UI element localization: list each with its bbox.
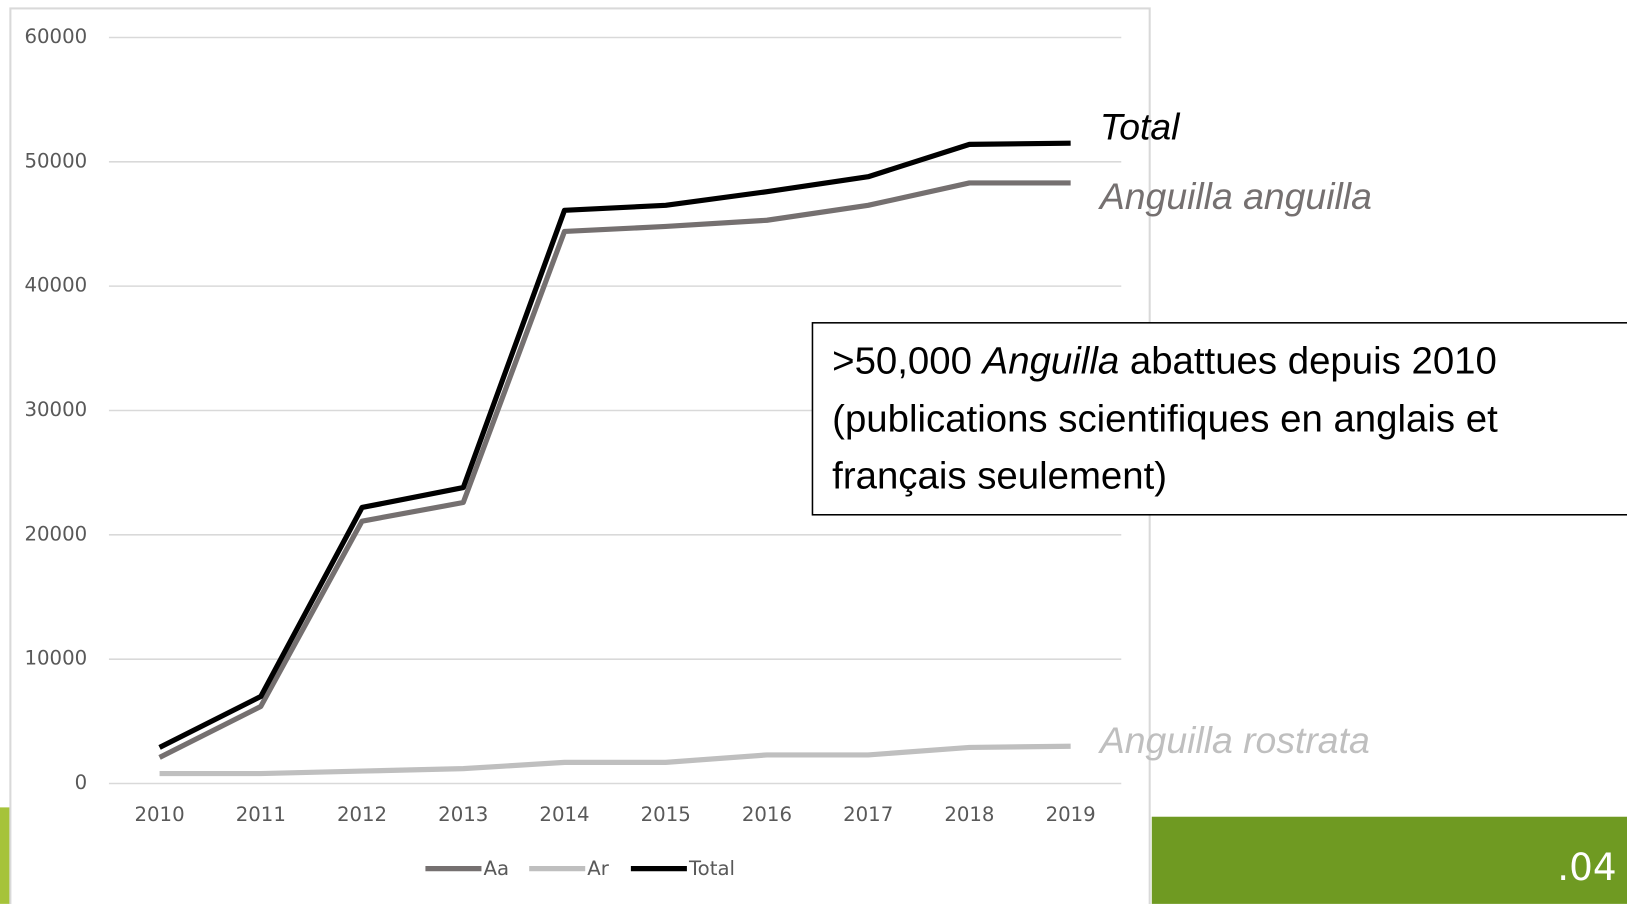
y-tick-label: 50000 xyxy=(24,149,87,172)
callout-text: >50,000 xyxy=(832,339,972,382)
x-tick-label: 2013 xyxy=(438,803,488,826)
y-tick-label: 20000 xyxy=(24,522,87,545)
plot: 0 10000 20000 30000 40000 50000 60000 2010 2011 2… xyxy=(24,25,1122,880)
legend-label: Total xyxy=(688,857,735,880)
y-tick-label: 60000 xyxy=(24,25,87,48)
callout-text: (publications scientifiques en anglais e… xyxy=(832,398,1498,441)
footer-bar xyxy=(1151,816,1627,904)
y-tick-label: 0 xyxy=(75,771,88,794)
annotation: Total xyxy=(1100,106,1181,148)
x-tick-label: 2014 xyxy=(539,803,589,826)
y-tick-label: 40000 xyxy=(24,274,87,297)
y-tick-label: 10000 xyxy=(24,647,87,670)
x-tick-label: 2012 xyxy=(337,803,387,826)
annotation: Anguilla rostrata xyxy=(1098,719,1370,761)
legend-label: Aa xyxy=(484,857,510,880)
y-tick-label: 30000 xyxy=(24,398,87,421)
x-tick-label: 2019 xyxy=(1046,803,1096,826)
callout-text: Anguilla xyxy=(981,339,1120,382)
series-line xyxy=(158,140,1071,750)
x-tick-label: 2016 xyxy=(742,803,792,826)
x-tick-label: 2018 xyxy=(944,803,994,826)
legend-label: Ar xyxy=(587,857,609,880)
callout-text: français seulement) xyxy=(832,455,1167,498)
series-line xyxy=(158,180,1071,760)
callout-box xyxy=(811,322,1627,516)
annotation: Anguilla anguilla xyxy=(1098,175,1372,217)
x-tick-label: 2015 xyxy=(641,803,691,826)
slide-number: .04 xyxy=(1557,845,1616,889)
x-tick-label: 2011 xyxy=(236,803,286,826)
callout-text: abattues depuis 2010 xyxy=(1130,339,1497,382)
series-line xyxy=(159,743,1071,777)
x-tick-label: 2017 xyxy=(843,803,893,826)
x-tick-label: 2010 xyxy=(134,803,184,826)
callout-text: >50,000 Anguilla abattues depuis 2010 xyxy=(832,339,1497,382)
